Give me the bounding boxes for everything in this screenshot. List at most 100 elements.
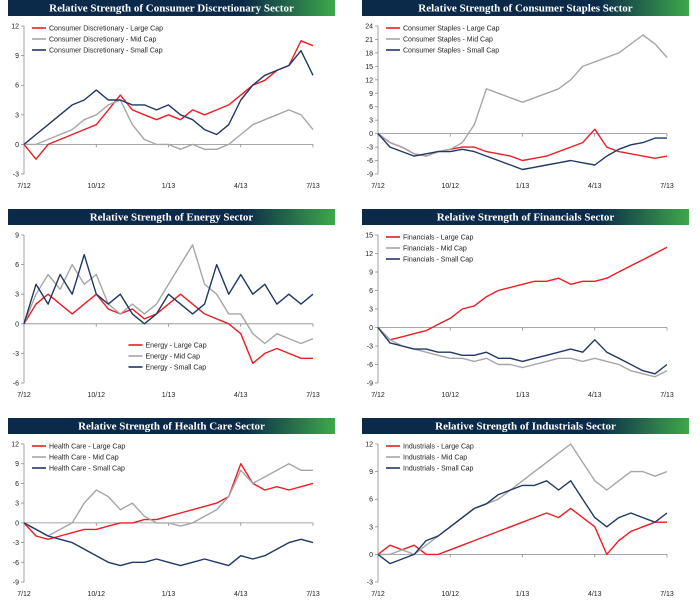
series-line-2 [23,522,314,567]
y-tick-label: 9 [369,469,373,476]
y-tick-label: -6 [367,362,373,369]
chart-energy: Relative Strength of Energy Sector -6 -3 0 3… [8,209,335,409]
y-tick-label: -6 [367,158,373,165]
chart-consumer-discretionary: Relative Strength of Consumer Discretion… [8,0,335,200]
y-tick-label: 3 [15,112,19,119]
series-line-0 [377,246,668,341]
y-tick-label: -3 [367,580,373,587]
x-tick-label: 7/13 [306,183,320,190]
x-tick-label: 1/13 [162,591,176,598]
y-tick-label: 18 [365,50,373,57]
y-tick-label: 0 [369,552,373,559]
chart-industrials: Relative Strength of Industrials Sector -… [362,418,689,608]
y-tick-label: 12 [11,24,19,31]
chart-svg: Relative Strength of Industrials Sector -… [362,418,689,598]
y-tick-label: 0 [369,131,373,138]
title-bar [362,209,689,225]
legend-entry: Financials - Large Cap [403,235,474,242]
legend-entry: Consumer Discretionary - Mid Cap [49,37,156,44]
legend-entry: Consumer Discretionary - Small Cap [49,48,163,55]
series-line-2 [23,254,314,325]
legend: Financials - Large Cap Financials - Mid C… [386,235,474,264]
x-tick-label: 7/12 [17,183,31,190]
y-tick-label: 3 [369,307,373,314]
legend-entry: Consumer Staples - Large Cap [403,26,500,33]
x-tick-label: 4/13 [588,591,602,598]
y-tick-label: -6 [13,381,19,388]
y-tick-label: 0 [369,325,373,332]
legend-entry: Health Care - Mid Cap [49,455,119,462]
x-tick-label: 10/12 [87,183,105,190]
x-tick-label: 7/12 [17,392,31,399]
y-tick-label: 12 [365,77,373,84]
legend-entry: Health Care - Large Cap [49,444,125,451]
y-tick-label: 12 [365,251,373,258]
y-tick-label: -3 [13,540,19,547]
x-tick-label: 7/13 [306,591,320,598]
legend: Health Care - Large Cap Health Care - Mid… [32,444,125,473]
y-tick-label: 3 [369,118,373,125]
legend-entry: Energy - Small Cap [146,365,207,372]
x-tick-label: 1/13 [516,183,530,190]
x-tick-label: 1/13 [516,392,530,399]
title-bar [8,0,335,16]
y-tick-label: -9 [367,381,373,388]
y-tick-label: 6 [369,497,373,504]
legend: Consumer Staples - Large Cap Consumer Sta… [386,26,500,55]
series-line-0 [23,40,314,160]
y-tick-label: 9 [15,53,19,60]
x-tick-label: 7/13 [306,392,320,399]
x-tick-label: 7/12 [371,392,385,399]
legend-entry: Industrials - Mid Cap [403,455,467,462]
series-line-2 [377,480,668,565]
y-tick-label: 9 [15,233,19,240]
y-tick-label: 15 [365,233,373,240]
x-tick-label: 10/12 [87,392,105,399]
x-tick-label: 4/13 [234,183,248,190]
legend-entry: Energy - Mid Cap [146,354,201,361]
title-bar [8,418,335,434]
x-tick-label: 10/12 [441,183,459,190]
y-tick-label: 24 [365,24,373,31]
chart-health-care: Relative Strength of Health Care Sector -… [8,418,335,608]
x-tick-label: 10/12 [87,591,105,598]
legend-entry: Energy - Large Cap [146,343,207,350]
chart-svg: Relative Strength of Health Care Sector -… [8,418,335,598]
x-tick-label: 4/13 [588,183,602,190]
x-tick-label: 4/13 [234,591,248,598]
legend-entry: Consumer Staples - Mid Cap [403,37,493,44]
y-tick-label: 21 [365,37,373,44]
title-bar [8,209,335,225]
y-tick-label: 12 [11,442,19,449]
chart-title: Relative Strength of Industrials Sector [435,421,616,433]
legend: Energy - Large Cap Energy - Mid Cap Energy… [128,343,207,372]
y-tick-label: 9 [15,461,19,468]
title-bar [362,0,689,16]
x-tick-label: 4/13 [234,392,248,399]
y-tick-label: -6 [13,560,19,567]
x-tick-label: 7/13 [660,591,674,598]
series-line-1 [23,244,314,345]
x-tick-label: 10/12 [441,392,459,399]
y-tick-label: 3 [15,292,19,299]
y-tick-label: 6 [15,262,19,269]
y-tick-label: -3 [13,172,19,179]
y-tick-label: 6 [15,83,19,90]
chart-svg: Relative Strength of Financials Sector -9… [362,209,689,399]
y-tick-label: -3 [367,145,373,152]
legend-entry: Industrials - Small Cap [403,466,474,473]
y-tick-label: 0 [15,520,19,527]
legend-entry: Consumer Staples - Small Cap [403,48,499,55]
y-tick-label: 12 [365,442,373,449]
chart-svg: Relative Strength of Consumer Discretion… [8,0,335,190]
series-line-2 [23,50,314,145]
y-tick-label: 3 [369,524,373,531]
series-line-1 [377,34,668,157]
x-tick-label: 1/13 [162,392,176,399]
chart-svg: Relative Strength of Energy Sector -6 -3 0 3… [8,209,335,399]
x-tick-label: 7/12 [371,591,385,598]
y-tick-label: -9 [13,580,19,587]
y-tick-label: -3 [13,351,19,358]
series-line-2 [377,327,668,375]
legend: Industrials - Large Cap Industrials - Mid… [386,444,474,473]
